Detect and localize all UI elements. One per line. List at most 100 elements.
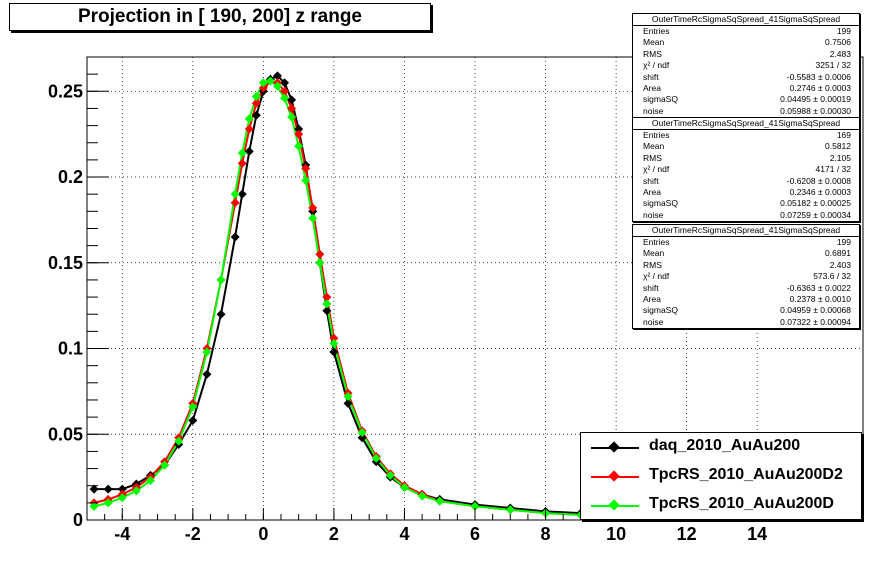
data-point xyxy=(357,428,367,438)
stat-label: noise xyxy=(643,316,664,327)
stat-label: Entries xyxy=(643,130,670,140)
stat-row: Area 0.2746 ± 0.0003 xyxy=(633,83,859,94)
stat-value: 2.105 xyxy=(829,152,851,163)
stat-label: Area xyxy=(643,186,661,197)
stat-row: noise 0.05988 ± 0.00030 xyxy=(633,106,859,117)
stat-value: 169 xyxy=(836,130,851,140)
x-tick-label: 14 xyxy=(747,524,767,544)
stat-box-2: OuterTimeRcSigmaSqSpread_41SigmaSqSpread… xyxy=(632,117,860,223)
stat-row: Mean 0.5812 xyxy=(633,141,859,152)
stat-label: Entries xyxy=(643,26,670,36)
stat-row: sigmaSQ 0.04959 ± 0.00068 xyxy=(633,305,859,316)
data-point xyxy=(385,470,395,480)
data-point xyxy=(251,110,261,120)
stat-label: shift xyxy=(643,282,659,293)
stat-box-header: OuterTimeRcSigmaSqSpread_41SigmaSqSpread xyxy=(633,14,859,26)
x-tick-label: 2 xyxy=(329,524,339,544)
stat-row: χ² / ndf 3251 / 32 xyxy=(633,60,859,71)
data-point xyxy=(202,347,212,357)
stat-value: 573.6 / 32 xyxy=(813,271,851,282)
stat-label: RMS xyxy=(643,152,662,163)
stat-value: -0.6363 ± 0.0022 xyxy=(786,282,851,293)
x-tick-label: 0 xyxy=(258,524,268,544)
y-tick-label: 0.05 xyxy=(48,424,83,444)
data-point xyxy=(329,338,339,348)
data-point xyxy=(237,148,247,158)
data-point xyxy=(244,146,254,156)
data-point xyxy=(103,498,113,508)
stat-row: shift -0.6208 ± 0.0008 xyxy=(633,176,859,187)
y-tick-label: 0.2 xyxy=(58,167,83,187)
y-tick-label: 0.1 xyxy=(58,339,83,359)
stat-box-header: OuterTimeRcSigmaSqSpread_41SigmaSqSpread xyxy=(633,118,859,130)
data-point xyxy=(417,491,427,501)
stat-label: shift xyxy=(643,175,659,186)
x-tick-label: 10 xyxy=(606,524,626,544)
legend: daq_2010_AuAu200 TpcRS_2010_AuAu200D2 Tp… xyxy=(580,432,862,520)
data-point xyxy=(237,189,247,199)
legend-entry: TpcRS_2010_AuAu200D2 xyxy=(581,462,861,491)
data-point xyxy=(160,460,170,470)
stat-row: shift -0.5583 ± 0.0006 xyxy=(633,72,859,83)
stat-label: noise xyxy=(643,209,664,220)
stat-value: 0.2746 ± 0.0003 xyxy=(789,82,851,93)
legend-marker xyxy=(608,470,620,482)
stat-row: Area 0.2378 ± 0.0010 xyxy=(633,294,859,305)
data-point xyxy=(322,292,332,302)
data-point xyxy=(272,81,282,91)
stat-row: Entries 199 xyxy=(633,237,859,248)
stat-label: shift xyxy=(643,71,659,82)
x-tick-label: 4 xyxy=(399,524,409,544)
data-point xyxy=(230,198,240,208)
stat-row: sigmaSQ 0.04495 ± 0.00019 xyxy=(633,94,859,105)
stat-label: Mean xyxy=(643,37,665,48)
stat-row: Entries 199 xyxy=(633,26,859,37)
data-point xyxy=(251,98,261,108)
stat-label: Area xyxy=(643,293,661,304)
x-tick-label: 8 xyxy=(541,524,551,544)
data-point xyxy=(301,175,311,185)
data-point xyxy=(230,189,240,199)
stat-row: Entries 169 xyxy=(633,130,859,141)
data-point xyxy=(251,91,261,101)
legend-entry: TpcRS_2010_AuAu200D xyxy=(581,491,861,520)
data-point xyxy=(399,482,409,492)
data-point xyxy=(202,369,212,379)
stat-row: RMS 2.403 xyxy=(633,260,859,271)
data-point xyxy=(244,114,254,124)
stat-box-3: OuterTimeRcSigmaSqSpread_41SigmaSqSpread… xyxy=(632,224,860,330)
stat-value: 0.04495 ± 0.00019 xyxy=(780,94,851,105)
data-point xyxy=(357,433,367,443)
data-point xyxy=(308,203,318,213)
data-point xyxy=(343,392,353,402)
stat-value: 199 xyxy=(836,237,851,247)
stat-value: 4171 / 32 xyxy=(815,164,851,175)
data-point xyxy=(505,505,515,515)
data-point xyxy=(244,124,254,134)
data-point xyxy=(315,258,325,268)
stat-value: 0.2378 ± 0.0010 xyxy=(789,293,851,304)
legend-label: daq_2010_AuAu200 xyxy=(649,437,801,454)
data-point xyxy=(287,103,297,113)
legend-entry: daq_2010_AuAu200 xyxy=(581,433,861,462)
stat-row: sigmaSQ 0.05182 ± 0.00025 xyxy=(633,198,859,209)
stat-label: χ² / ndf xyxy=(643,271,670,282)
data-point xyxy=(322,306,332,316)
chart-title: Projection in [ 190, 200] z range xyxy=(9,3,431,31)
stat-box-header: OuterTimeRcSigmaSqSpread_41SigmaSqSpread xyxy=(633,225,859,237)
stat-row: χ² / ndf 4171 / 32 xyxy=(633,164,859,175)
y-tick-label: 0 xyxy=(73,510,83,530)
stat-label: noise xyxy=(643,105,664,116)
stat-value: -0.5583 ± 0.0006 xyxy=(786,71,851,82)
stat-row: noise 0.07259 ± 0.00034 xyxy=(633,210,859,221)
data-point xyxy=(265,76,275,86)
data-point xyxy=(230,232,240,242)
data-point xyxy=(287,95,297,105)
legend-label: TpcRS_2010_AuAu200D xyxy=(649,495,834,512)
data-point xyxy=(258,83,268,93)
data-point xyxy=(216,275,226,285)
stat-row: RMS 2.105 xyxy=(633,153,859,164)
legend-marker xyxy=(608,499,620,511)
stat-row: RMS 2.483 xyxy=(633,49,859,60)
data-point xyxy=(145,476,155,486)
